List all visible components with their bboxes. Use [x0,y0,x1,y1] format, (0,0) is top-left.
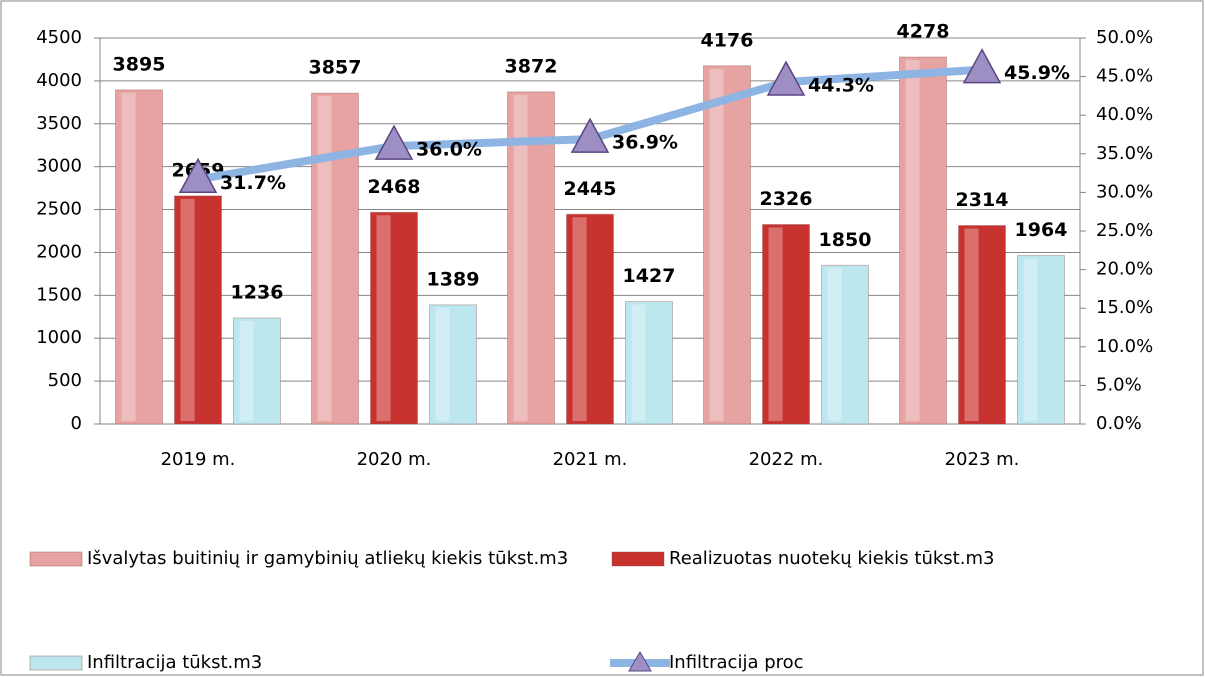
legend-label: Infiltracija tūkst.m3 [87,652,262,673]
bar [821,264,869,425]
bar-shine [768,227,783,421]
data-label: 2445 [564,178,617,200]
data-label: 31.7% [220,172,286,194]
data-label: 1964 [1015,219,1068,241]
y2-tick-label: 20.0% [1096,259,1153,280]
bar-shine [1023,258,1038,421]
bar-shine [709,68,724,422]
bar [958,225,1006,425]
legend-label: Infiltracija proc [669,652,804,673]
bar [507,91,555,425]
y2-tick-label: 30.0% [1096,181,1153,202]
bar-shine [964,228,979,421]
y-tick-label: 0 [71,413,82,434]
bar [1017,255,1065,425]
bar-shine [631,304,646,421]
y-tick-label: 500 [48,370,82,391]
y-tick-label: 4500 [36,27,82,48]
x-tick-label: 2021 m. [553,449,628,470]
y2-tick-label: 5.0% [1096,374,1142,395]
marker [962,48,1002,84]
legend-label: Realizuotas nuotekų kiekis tūkst.m3 [669,548,994,569]
data-label: 3857 [309,57,362,79]
bar [899,56,947,425]
y2-tick-label: 35.0% [1096,143,1153,164]
legend-swatch [29,655,83,671]
data-label: 45.9% [1004,62,1070,84]
y-tick-label: 3500 [36,113,82,134]
y-tick-label: 3000 [36,156,82,177]
bar-shine [572,217,587,421]
data-label: 1236 [231,281,284,303]
bar [703,65,751,425]
bar [762,223,810,425]
data-label: 3872 [505,55,558,77]
bar [115,89,163,425]
marker [570,117,610,153]
legend-swatch [611,551,665,567]
bar [233,317,281,425]
bar-shine [376,215,391,421]
data-label: 1389 [427,268,480,290]
bar-shine [905,60,920,422]
bar [311,92,359,425]
bar [370,211,418,425]
bar-shine [180,198,195,421]
data-label: 36.9% [612,132,678,154]
bar-shine [513,94,528,422]
legend-label: Išvalytas buitinių ir gamybinių atliekų … [87,548,568,569]
y2-tick-label: 10.0% [1096,336,1153,357]
bar-shine [317,96,332,421]
data-label: 4176 [701,29,754,51]
data-label: 44.3% [808,75,874,97]
y-tick-label: 2000 [36,241,82,262]
data-label: 2326 [760,188,813,210]
y2-tick-label: 40.0% [1096,104,1153,125]
x-tick-label: 2022 m. [749,449,824,470]
bar-shine [435,307,450,421]
y2-tick-label: 15.0% [1096,297,1153,318]
data-label: 4278 [897,21,950,43]
x-tick-label: 2020 m. [357,449,432,470]
bar-shine [239,320,254,421]
y2-tick-label: 25.0% [1096,220,1153,241]
y-tick-label: 1500 [36,284,82,305]
marker [374,124,414,160]
y-tick-label: 4000 [36,70,82,91]
y-tick-label: 2500 [36,199,82,220]
x-tick-label: 2023 m. [945,449,1020,470]
y2-tick-label: 0.0% [1096,413,1142,434]
bar-shine [827,268,842,421]
legend-swatch [29,551,83,567]
bar [625,301,673,425]
marker [766,60,806,96]
data-label: 1850 [819,229,872,251]
bar-shine [121,92,136,421]
y2-tick-label: 45.0% [1096,66,1153,87]
data-label: 36.0% [416,139,482,161]
y-tick-label: 1000 [36,327,82,348]
data-label: 2314 [956,189,1009,211]
bar [566,213,614,425]
bar [429,304,477,425]
marker [178,157,218,194]
x-tick-label: 2019 m. [161,449,236,470]
data-label: 2468 [368,176,421,198]
data-label: 1427 [623,265,676,287]
legend-marker [628,651,652,672]
bar [174,195,222,425]
data-label: 3895 [113,53,166,75]
y2-tick-label: 50.0% [1096,27,1153,48]
